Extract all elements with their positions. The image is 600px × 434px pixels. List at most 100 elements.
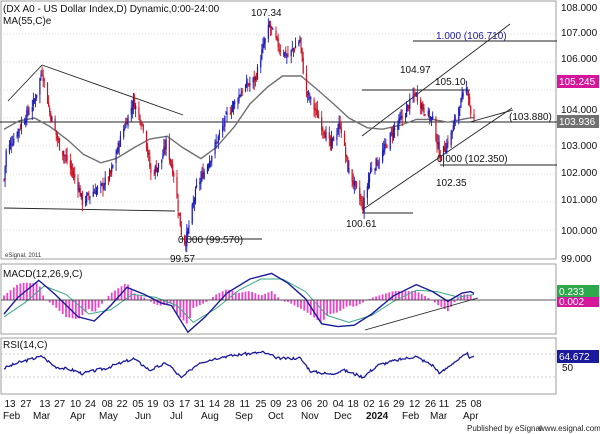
- macd-panel-frame: [0, 263, 557, 335]
- candle-body: [339, 122, 341, 128]
- macd-histogram-bar: [339, 300, 342, 311]
- pointer-line-103880: [469, 109, 514, 123]
- candle-body: [92, 192, 94, 197]
- candle-body: [467, 92, 470, 98]
- candle-body: [11, 143, 13, 145]
- macd-histogram-bar: [362, 300, 364, 303]
- candle-body: [153, 172, 155, 175]
- candle-body: [115, 155, 117, 164]
- candle-body: [408, 105, 410, 110]
- candle-body: [436, 141, 438, 145]
- macd-histogram-bar: [277, 297, 280, 300]
- candle-body: [43, 79, 45, 81]
- macd-histogram-bar: [375, 296, 377, 300]
- candle-body: [470, 106, 472, 115]
- macd-histogram-bar: [176, 300, 178, 315]
- candle-body: [238, 94, 240, 101]
- macd-histogram-bar: [205, 300, 208, 302]
- candle-body: [416, 92, 419, 102]
- macd-histogram-bar: [81, 300, 84, 316]
- x-day-label: 03: [163, 399, 175, 410]
- candle-body: [138, 107, 140, 115]
- candle-body: [36, 94, 38, 98]
- macd-histogram-bar: [456, 297, 459, 300]
- candle-body: [275, 30, 277, 38]
- macd-histogram-bar: [234, 291, 237, 300]
- candle-body: [168, 138, 170, 160]
- macd-histogram-bar: [463, 294, 466, 300]
- macd-histogram-bar: [153, 300, 156, 304]
- candle-body: [393, 128, 396, 131]
- candle-body: [124, 128, 126, 129]
- macd-histogram-bar: [143, 297, 146, 300]
- candle-body: [325, 131, 327, 140]
- candle-body: [377, 164, 379, 165]
- candle-body: [306, 91, 309, 96]
- macd-histogram-bar: [163, 300, 165, 305]
- candle-body: [78, 187, 80, 192]
- candle-body: [437, 142, 439, 144]
- price-tick-107: 107.000: [561, 28, 598, 39]
- candle-body: [283, 52, 285, 55]
- x-day-label: 25: [255, 399, 267, 410]
- x-day-label: 23: [286, 399, 298, 410]
- candle-body: [169, 159, 172, 163]
- macd-histogram-bar: [241, 292, 244, 300]
- macd-histogram-bar: [71, 300, 74, 319]
- channel-upper-line: [361, 23, 511, 137]
- x-day-label: 13: [5, 399, 17, 410]
- macd-histogram-bar: [91, 300, 94, 312]
- candle-body: [9, 142, 12, 146]
- candle-body: [155, 166, 157, 172]
- x-month-label: Jul: [170, 411, 183, 422]
- trendlines: [0, 23, 557, 240]
- candle-body: [95, 189, 98, 195]
- macd-histogram-bar: [368, 298, 371, 300]
- candle-body: [432, 116, 434, 119]
- candle-body: [422, 102, 424, 110]
- candle-body: [367, 179, 370, 188]
- candle-body: [192, 202, 194, 206]
- candle-body: [123, 129, 125, 138]
- price-tick-108: 108.000: [561, 3, 598, 14]
- candle-body: [239, 95, 241, 97]
- candle-body: [56, 134, 58, 140]
- candle-body: [254, 77, 256, 81]
- candle-body: [253, 75, 255, 82]
- macd-histogram-bar: [94, 300, 97, 312]
- candle-body: [229, 113, 231, 115]
- macd-histogram-bar: [55, 300, 58, 308]
- trendline-lower-left: [3, 207, 176, 212]
- candle-body: [383, 149, 385, 153]
- macd-histogram-bar: [349, 300, 351, 306]
- candle-body: [346, 155, 348, 159]
- candle-body: [226, 112, 228, 115]
- price-tick-103: 103.000: [561, 141, 598, 152]
- macd-line: [3, 272, 475, 334]
- macd-histogram-bar: [417, 292, 420, 300]
- current-price-tag: 103.936: [559, 117, 596, 128]
- candle-body: [466, 89, 469, 92]
- candle-body: [392, 128, 395, 138]
- candle-body: [112, 165, 114, 168]
- x-day-label: 16: [378, 399, 390, 410]
- x-month-label: Oct: [268, 411, 284, 422]
- macd-histogram-bar: [78, 300, 80, 319]
- macd-histogram-bar: [228, 289, 231, 300]
- candle-body: [302, 57, 304, 74]
- candle-body: [473, 114, 475, 120]
- candle-body: [359, 187, 361, 200]
- candle-body: [65, 156, 67, 158]
- candle-body: [439, 155, 441, 162]
- candle-body: [420, 99, 422, 108]
- candle-body: [442, 145, 445, 160]
- candle-body: [459, 109, 461, 110]
- candle-body: [423, 107, 425, 113]
- macd-histogram-bar: [140, 296, 142, 300]
- candle-body: [284, 52, 286, 57]
- candle-body: [173, 172, 175, 177]
- macd-histogram-bar: [453, 300, 456, 303]
- candle-body: [386, 145, 388, 148]
- x-day-label: 25: [456, 399, 468, 410]
- candle-body: [135, 105, 137, 110]
